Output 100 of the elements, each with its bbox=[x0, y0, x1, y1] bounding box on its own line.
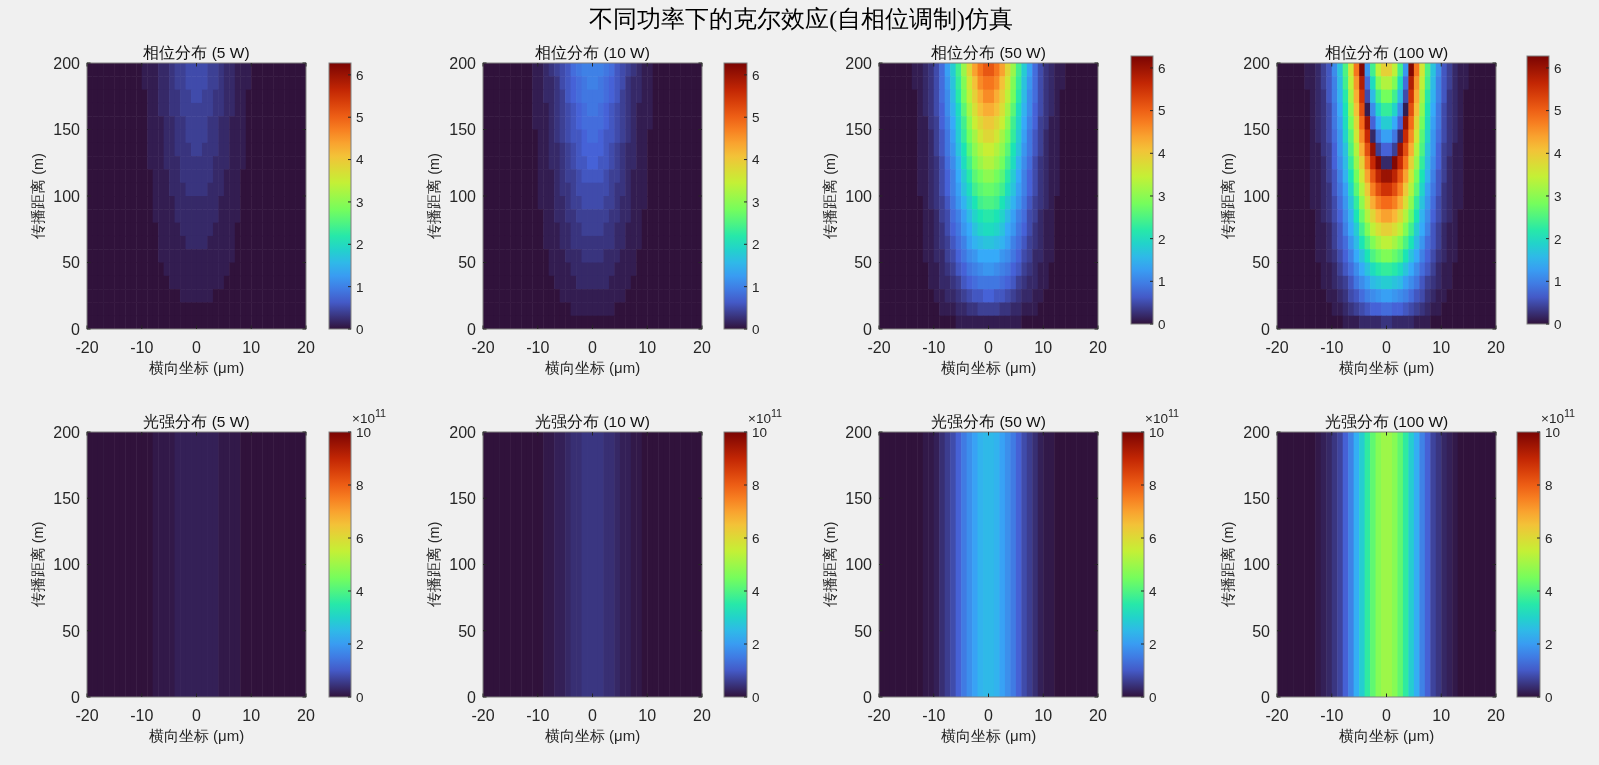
y-tick-label: 100 bbox=[53, 556, 81, 574]
y-tick-label: 0 bbox=[863, 320, 873, 338]
x-tick-label: -10 bbox=[526, 707, 550, 724]
y-tick-label: 100 bbox=[845, 187, 873, 205]
y-axis-title: 传播距离 (m) bbox=[426, 521, 442, 608]
color-bar-label: 2 bbox=[1554, 231, 1562, 247]
y-tick-label: 150 bbox=[845, 121, 873, 139]
color-bar-label: 0 bbox=[356, 321, 364, 337]
x-tick-label: 10 bbox=[1432, 707, 1451, 724]
y-tick-label: 0 bbox=[467, 688, 477, 706]
y-tick-label: 0 bbox=[467, 320, 477, 338]
x-tick-label: -10 bbox=[526, 339, 550, 356]
x-tick-label: -20 bbox=[1265, 339, 1289, 356]
y-axis-title: 传播距离 (m) bbox=[426, 153, 442, 239]
x-tick-label: 0 bbox=[984, 707, 994, 724]
x-axis-title: 横向坐标 (μm) bbox=[544, 727, 641, 744]
chart-title: 相位分布 (10 W) bbox=[535, 44, 650, 61]
color-bar-label: 4 bbox=[356, 583, 364, 599]
color-bar-title: ×10$^{11}$ bbox=[352, 407, 387, 426]
color-bar-label: 4 bbox=[356, 152, 364, 168]
x-tick-label: 10 bbox=[1034, 707, 1053, 724]
x-tick-label: -20 bbox=[75, 339, 99, 356]
y-tick-label: 100 bbox=[1243, 187, 1271, 205]
color-bar-label: 5 bbox=[1554, 103, 1562, 119]
color-bar-label: 2 bbox=[356, 237, 364, 253]
color-bar-label: 2 bbox=[1149, 636, 1157, 652]
x-tick-label: -10 bbox=[130, 339, 154, 356]
x-axis-title: 横向坐标 (μm) bbox=[940, 727, 1037, 744]
x-tick-label: -20 bbox=[1265, 707, 1289, 724]
color-bar-label: 0 bbox=[1545, 689, 1553, 705]
y-tick-label: 50 bbox=[854, 254, 873, 272]
color-bar-label: 3 bbox=[1554, 188, 1562, 204]
color-bar-label: 1 bbox=[356, 279, 364, 295]
y-axis-title: 传播距离 (m) bbox=[822, 153, 838, 239]
color-bar-label: 8 bbox=[752, 477, 760, 493]
chart-title: 光强分布 (50 W) bbox=[931, 413, 1046, 430]
y-tick-label: 150 bbox=[845, 490, 873, 508]
chart-title: 光强分布 (10 W) bbox=[535, 413, 650, 430]
color-bar-label: 6 bbox=[356, 67, 364, 83]
color-bar-label: 8 bbox=[1149, 477, 1157, 493]
color-bar-label: 8 bbox=[356, 477, 364, 493]
x-tick-label: 0 bbox=[192, 707, 202, 724]
x-tick-label: 20 bbox=[1089, 707, 1107, 724]
y-axis-title: 传播距离 (m) bbox=[30, 521, 46, 608]
x-tick-label: 10 bbox=[638, 339, 657, 356]
color-bar-label: 0 bbox=[1554, 316, 1562, 332]
y-tick-label: 200 bbox=[449, 54, 477, 72]
y-axis-title: 传播距离 (m) bbox=[822, 521, 838, 608]
x-tick-label: 10 bbox=[638, 707, 657, 724]
y-tick-label: 50 bbox=[62, 622, 81, 640]
x-tick-label: -20 bbox=[471, 339, 495, 356]
y-tick-label: 50 bbox=[854, 622, 873, 640]
y-tick-label: 150 bbox=[449, 121, 477, 139]
y-tick-label: 100 bbox=[449, 187, 477, 205]
y-axis-title: 传播距离 (m) bbox=[1220, 521, 1236, 608]
color-bar-label: 4 bbox=[752, 152, 760, 168]
x-axis-title: 横向坐标 (μm) bbox=[544, 359, 641, 376]
x-tick-label: 10 bbox=[242, 707, 261, 724]
text: 不同功率下的克尔效应(自相位调制)仿真 bbox=[589, 6, 1013, 32]
y-tick-label: 100 bbox=[53, 187, 81, 205]
x-tick-label: -10 bbox=[1320, 707, 1344, 724]
color-bar-label: 0 bbox=[1149, 689, 1157, 705]
y-tick-label: 200 bbox=[53, 423, 81, 441]
color-bar-label: 4 bbox=[1149, 583, 1157, 599]
x-tick-label: 10 bbox=[1034, 339, 1053, 356]
color-bar-label: 10 bbox=[356, 424, 372, 440]
color-bar-title: ×10$^{11}$ bbox=[748, 407, 783, 426]
color-bar-label: 0 bbox=[752, 321, 760, 337]
x-tick-label: 0 bbox=[588, 707, 598, 724]
color-bar-label: 6 bbox=[1158, 60, 1166, 76]
color-bar-label: 5 bbox=[1158, 103, 1166, 119]
x-tick-label: -10 bbox=[130, 707, 154, 724]
y-axis-title: 传播距离 (m) bbox=[1220, 153, 1236, 239]
y-tick-label: 100 bbox=[845, 556, 873, 574]
x-tick-label: -20 bbox=[75, 707, 99, 724]
x-tick-label: 0 bbox=[192, 339, 202, 356]
x-tick-label: -10 bbox=[1320, 339, 1344, 356]
color-bar-title: ×10$^{11}$ bbox=[1541, 407, 1576, 426]
x-tick-label: -10 bbox=[922, 707, 946, 724]
color-bar-label: 8 bbox=[1545, 477, 1553, 493]
color-bar-label: 0 bbox=[752, 689, 760, 705]
x-axis-title: 横向坐标 (μm) bbox=[1338, 359, 1435, 376]
x-tick-label: 20 bbox=[693, 339, 711, 356]
y-tick-label: 0 bbox=[863, 688, 873, 706]
color-bar-label: 1 bbox=[1554, 274, 1562, 290]
color-bar-label: 2 bbox=[356, 636, 364, 652]
x-tick-label: 20 bbox=[1487, 339, 1505, 356]
color-bar-label: 6 bbox=[1545, 530, 1553, 546]
y-tick-label: 200 bbox=[1243, 54, 1271, 72]
y-tick-label: 0 bbox=[71, 688, 81, 706]
y-tick-label: 0 bbox=[1261, 320, 1271, 338]
chart-title: 相位分布 (50 W) bbox=[931, 44, 1046, 61]
x-axis-title: 横向坐标 (μm) bbox=[148, 359, 245, 376]
color-bar-label: 5 bbox=[752, 110, 760, 126]
x-tick-label: 20 bbox=[693, 707, 711, 724]
color-bar-label: 10 bbox=[1545, 424, 1561, 440]
color-bar-title: ×10$^{11}$ bbox=[1145, 407, 1180, 426]
y-tick-label: 0 bbox=[1261, 688, 1271, 706]
chart-title: 相位分布 (5 W) bbox=[143, 44, 250, 61]
color-bar-label: 4 bbox=[1158, 146, 1166, 162]
